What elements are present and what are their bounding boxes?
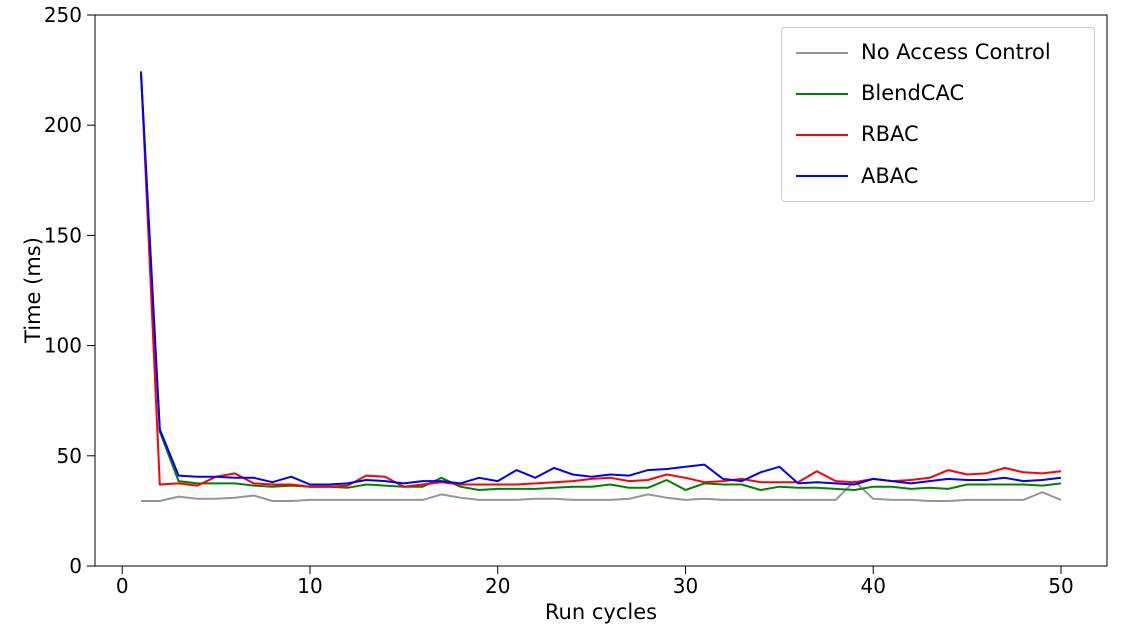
y-tick-label: 0 [69,554,82,578]
legend-item: ABAC [796,164,1076,189]
legend: No Access Control BlendCAC RBAC ABAC [781,27,1095,202]
x-tick-label: 20 [485,574,510,598]
x-tick-label: 10 [297,574,322,598]
y-tick-label: 200 [44,113,82,137]
legend-line-swatch [796,51,848,54]
legend-line-swatch [796,92,848,95]
legend-line-swatch [796,175,848,178]
legend-item: No Access Control [796,40,1076,65]
x-axis-label: Run cycles [544,600,658,624]
x-tick-label: 0 [116,574,129,598]
legend-label: No Access Control [861,40,1051,64]
y-axis-label: Time (ms) [21,237,45,343]
legend-label: BlendCAC [861,81,965,106]
series-line-abac [140,72,1062,486]
series-line-rbac [140,71,1062,488]
y-tick-label: 100 [44,334,82,358]
legend-label: RBAC [861,122,919,147]
y-tick-label: 50 [57,444,82,468]
y-tick-label: 150 [44,223,82,247]
x-tick-label: 50 [1048,574,1073,598]
legend-item: RBAC [796,122,1076,147]
x-tick-label: 40 [861,574,886,598]
x-tick-label: 30 [673,574,698,598]
legend-item: BlendCAC [796,81,1076,106]
plot-frame [94,14,1108,567]
legend-label: ABAC [861,163,919,188]
legend-line-swatch [796,133,848,136]
y-tick-label: 250 [44,3,82,27]
series-line-no-access-control [141,480,1062,502]
